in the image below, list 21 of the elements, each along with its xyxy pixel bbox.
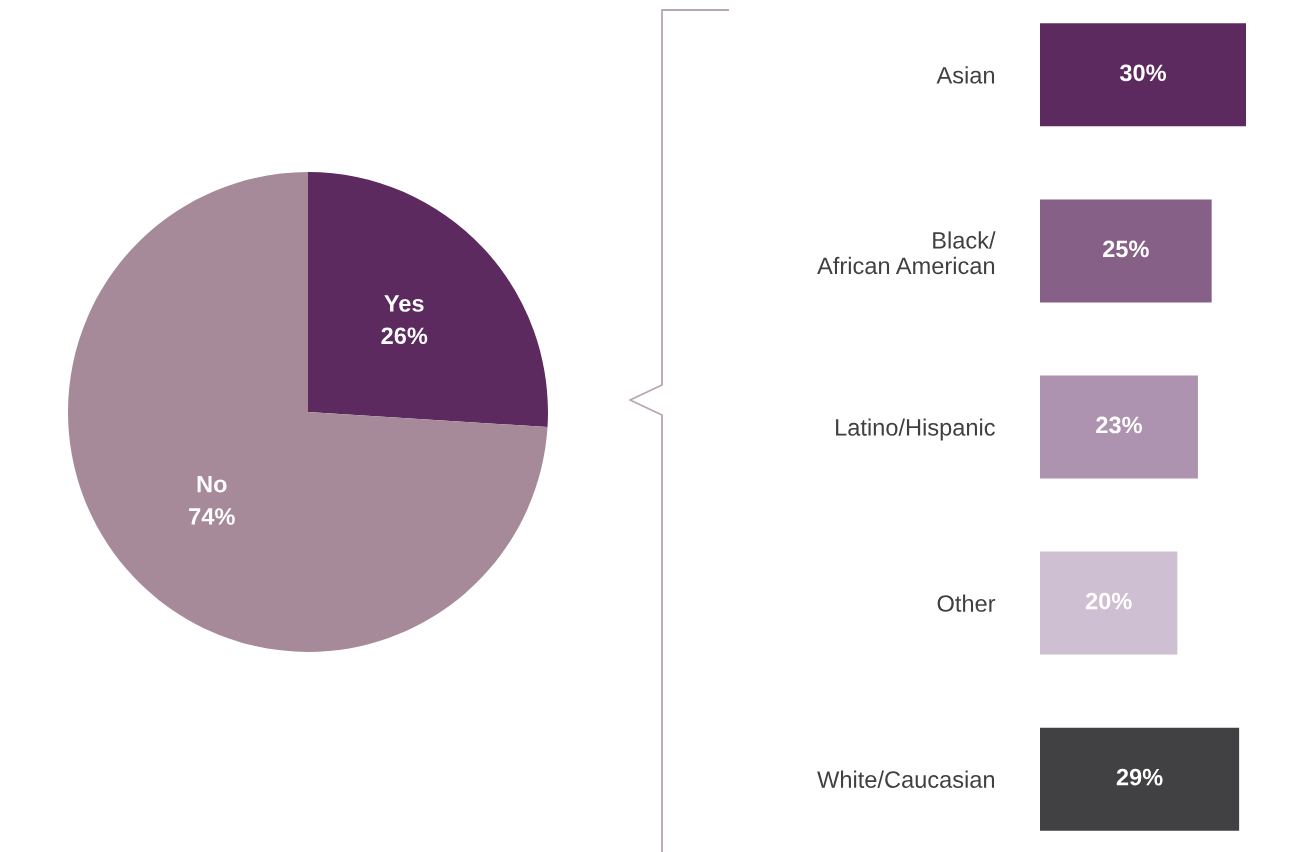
y-tick-label: Other (937, 594, 996, 612)
data-label: 74% (189, 508, 235, 525)
slice-label: Yes (384, 295, 424, 312)
y-tick-label: Asian (936, 66, 995, 84)
bar (1040, 23, 1246, 127)
data-label: 25% (1103, 240, 1149, 258)
data-label: 30% (1119, 64, 1167, 82)
bar (1040, 551, 1178, 655)
bar (1040, 199, 1212, 303)
y-tick-label: Black/ African American (817, 231, 996, 275)
pie-slice (68, 172, 548, 652)
pie-slice (308, 172, 548, 428)
data-label: 20% (1085, 592, 1132, 610)
data-label: 26% (381, 327, 428, 345)
bar (1040, 727, 1240, 831)
bar (1040, 375, 1198, 479)
y-tick-label: Latino/Hispanic (836, 418, 995, 441)
data-label: 29% (1116, 768, 1163, 786)
slice-label: No (197, 476, 227, 493)
data-label: 23% (1096, 416, 1142, 434)
y-tick-label: White/Caucasian (817, 770, 995, 788)
